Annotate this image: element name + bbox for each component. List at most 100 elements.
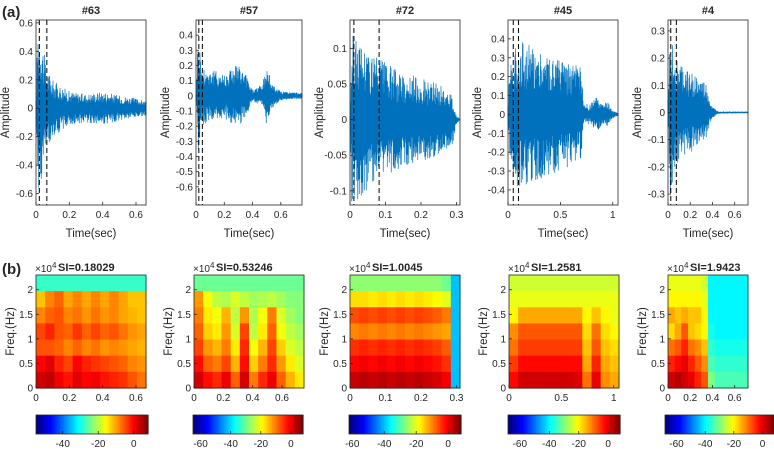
x-axis-label: Time(sec) [683,228,734,240]
heatmap-cell [359,307,369,325]
colorbar-segment [398,415,401,434]
colorbar-segment [527,415,530,434]
heatmap-cell [518,355,528,373]
heatmap-cell [573,291,583,308]
heatmap-cell [127,339,138,357]
heatmap-cell [721,339,729,357]
heatmap-cell [694,323,702,341]
heatmap-cell [45,371,55,389]
heatmap-cell [258,355,268,373]
colorbar-segment [455,415,459,434]
colorbar-segment [597,415,600,434]
heatmap-cell [91,291,101,308]
heatmap-cell [554,323,565,341]
heatmap-cell [741,355,749,373]
x-tick-label: 0.6 [728,393,742,404]
colorbar-segment [118,415,121,434]
x-tick-label: 0.2 [62,210,76,221]
heatmap-cell [276,323,287,341]
colorbar-segment [743,415,746,434]
colorbar-segment [724,415,727,434]
colorbar-segment [525,415,528,434]
colorbar-segment [114,415,118,434]
heatmap-cell [564,323,574,341]
colorbar-segment [146,415,149,434]
colorbar-segment [427,415,431,434]
colorbar-segment [104,415,107,434]
heatmap-cell [714,275,722,292]
heatmap-cell [688,323,696,341]
y-tick-label: -0.05 [324,151,347,162]
heatmap-cell [741,307,749,325]
y-exponent: ×104 [667,261,689,275]
heatmap-cell [258,339,268,357]
colorbar-segment [565,415,569,434]
colorbar-segment [242,415,246,434]
heatmap-cell [536,291,547,308]
heatmap-cell [63,371,74,389]
colorbar-segment [728,415,731,434]
heatmap-cell [728,307,736,325]
colorbar-segment [687,415,690,434]
heatmap-cell [45,355,55,373]
heatmap-cell [386,323,397,341]
heatmap-cell [81,275,92,292]
y-tick-label: 0.5 [333,359,347,370]
colorbar-segment [550,415,553,434]
colorbar-segment [530,415,534,434]
y-tick-label: 1.5 [333,310,347,321]
heatmap-cell [545,291,556,308]
colorbar-frame [507,414,621,435]
y-tick-label: 0.3 [179,46,193,57]
heatmap-cell [414,307,424,325]
colorbar-segment [721,415,724,434]
colorbar-segment [199,415,203,434]
colorbar-frame [664,414,774,435]
colorbar: -60 -40 -20 0 [345,414,462,450]
heatmap-cell [591,339,602,357]
colorbar-segment [685,415,688,434]
colorbar-segment [392,415,396,434]
heatmap-cell [708,291,716,308]
colorbar-segment [520,415,523,434]
y-tick-label: 0 [500,384,506,395]
heatmap-cell [395,307,406,325]
heatmap-cell [267,339,278,357]
heatmap-cell [591,323,602,341]
colorbar-segment [666,415,669,434]
chart-title: SI=1.9423 [690,262,740,274]
heatmap-cell [591,275,602,292]
chart-title: SI=0.18029 [58,262,115,274]
colorbar-segment [43,415,46,434]
x-tick-label: 1 [611,393,617,404]
heatmap-cell [230,339,241,357]
heatmap-cell [109,275,120,292]
colorbar-segment [692,415,695,434]
colorbar-segment [553,415,556,434]
colorbar-segment [39,415,42,434]
heatmap-cell [554,275,565,292]
y-tick-label: 0.5 [19,359,33,370]
heatmap-cell [681,371,689,389]
heatmap-cell [36,371,46,389]
colorbar-segment [426,415,429,434]
colorbar-segment [768,415,772,434]
axes-box [667,274,749,389]
colorbar-segment [763,415,767,434]
heatmap-cell [285,371,296,389]
heatmap-cell [609,307,620,325]
heatmap-cell [668,323,676,341]
colorbar-segment [198,415,201,434]
heatmap-cell [714,307,722,325]
heatmap-cell [239,371,250,389]
heatmap-cell [545,323,556,341]
colorbar-segment [755,415,758,434]
y-tick-label: -0.1 [488,129,506,140]
colorbar-segment [765,415,768,434]
heatmap-cell [582,323,593,341]
heatmap-cell [668,307,676,325]
heatmap-cell [527,355,538,373]
heatmap-cell [249,291,259,308]
colorbar-segment [739,415,743,434]
x-tick-label: 0 [505,210,511,221]
